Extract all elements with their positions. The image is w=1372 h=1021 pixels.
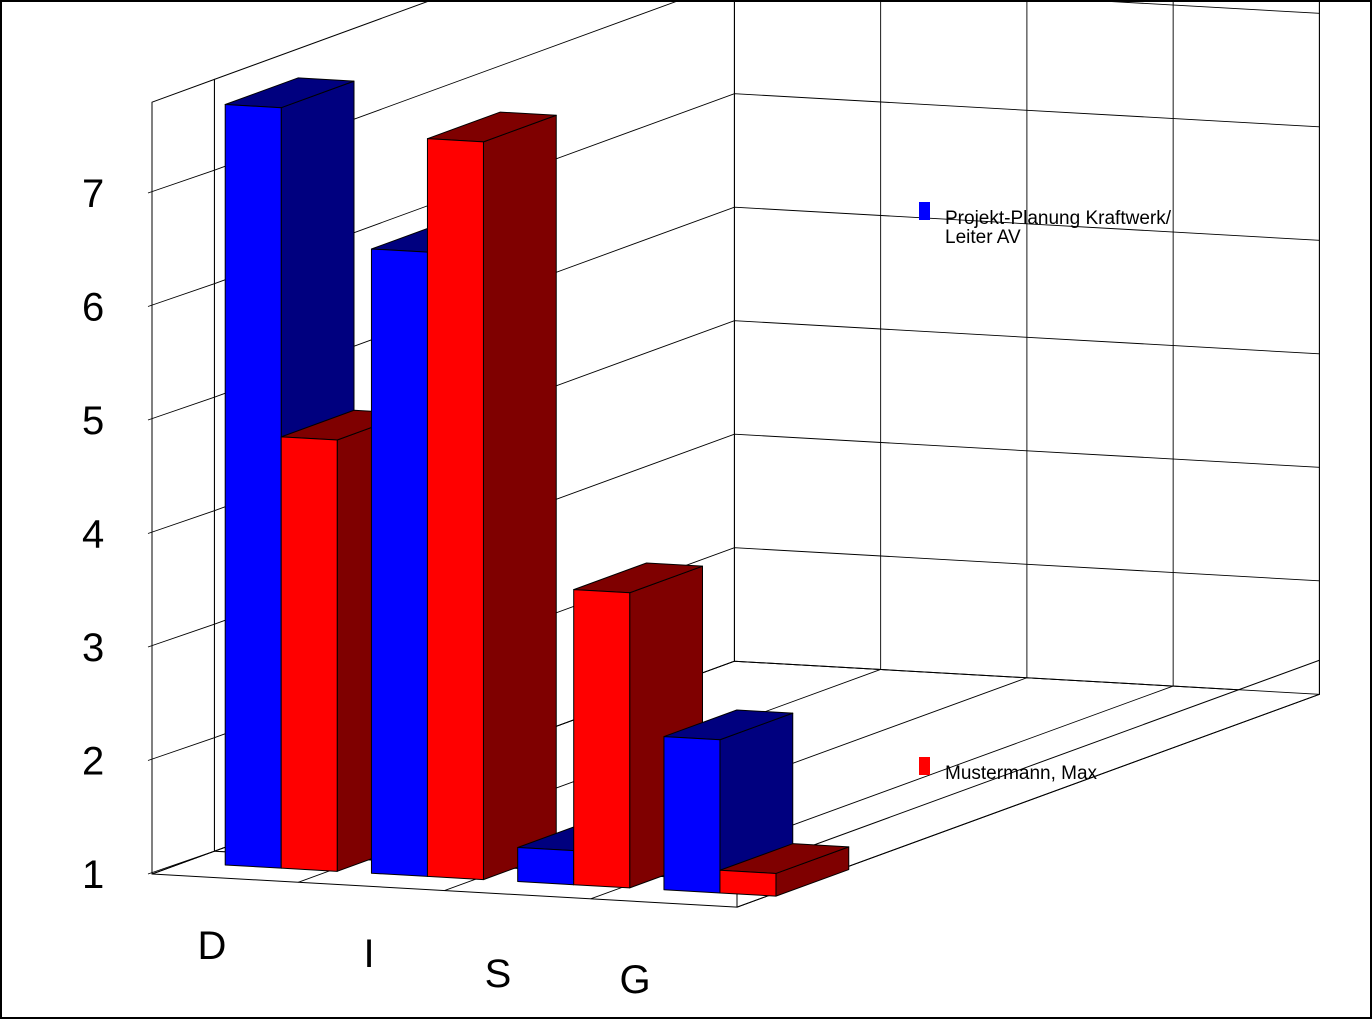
y-tick-label: 2 [82, 740, 104, 784]
legend-label: Projekt-Planung Kraftwerk/ [945, 208, 1172, 229]
bar-front [280, 436, 338, 872]
tick-mark-y [147, 283, 215, 307]
bar-side [482, 114, 557, 881]
x-tick-label-S: S [485, 952, 512, 996]
y-tick-label: 6 [82, 286, 104, 330]
bar-I-mustermann [426, 111, 557, 881]
bars [224, 77, 850, 897]
bar-front [426, 138, 484, 881]
legend-swatch [919, 202, 930, 220]
y-tick-label: 1 [82, 853, 104, 897]
y-tick-label: 3 [82, 626, 104, 670]
bar-front [663, 736, 721, 894]
legend-swatch [919, 757, 930, 775]
legend-item-1: Mustermann, Max [919, 757, 1098, 784]
bar-front [573, 589, 631, 889]
gridline-y [214, 2, 1320, 171]
legend-item-0: Projekt-Planung Kraftwerk/ Leiter AV [919, 202, 1172, 248]
tick-mark-y [147, 510, 215, 534]
y-tick-label: 5 [82, 399, 104, 443]
x-tick-label-G: G [619, 958, 650, 1002]
legend-label: Leiter AV [945, 227, 1021, 248]
y-tick-label: 4 [82, 513, 104, 557]
bar-front [517, 846, 575, 886]
x-tick-label-D: D [198, 924, 227, 968]
y-tick-label: 7 [82, 172, 104, 216]
bar-G-mustermann [719, 843, 850, 897]
bar-G-projekt [663, 709, 794, 894]
bar-front [370, 248, 428, 877]
legend: Projekt-Planung Kraftwerk/ Leiter AV Must… [919, 202, 1172, 784]
bar-front [719, 869, 777, 897]
x-tick-label-I: I [363, 932, 374, 976]
tick-mark-y [147, 623, 215, 648]
tick-mark-y [147, 737, 215, 761]
tick-mark-y [147, 396, 215, 421]
legend-label: Mustermann, Max [945, 763, 1098, 784]
side-rim [151, 78, 215, 875]
bar-front [224, 104, 282, 869]
tick-mark-y [147, 169, 215, 194]
